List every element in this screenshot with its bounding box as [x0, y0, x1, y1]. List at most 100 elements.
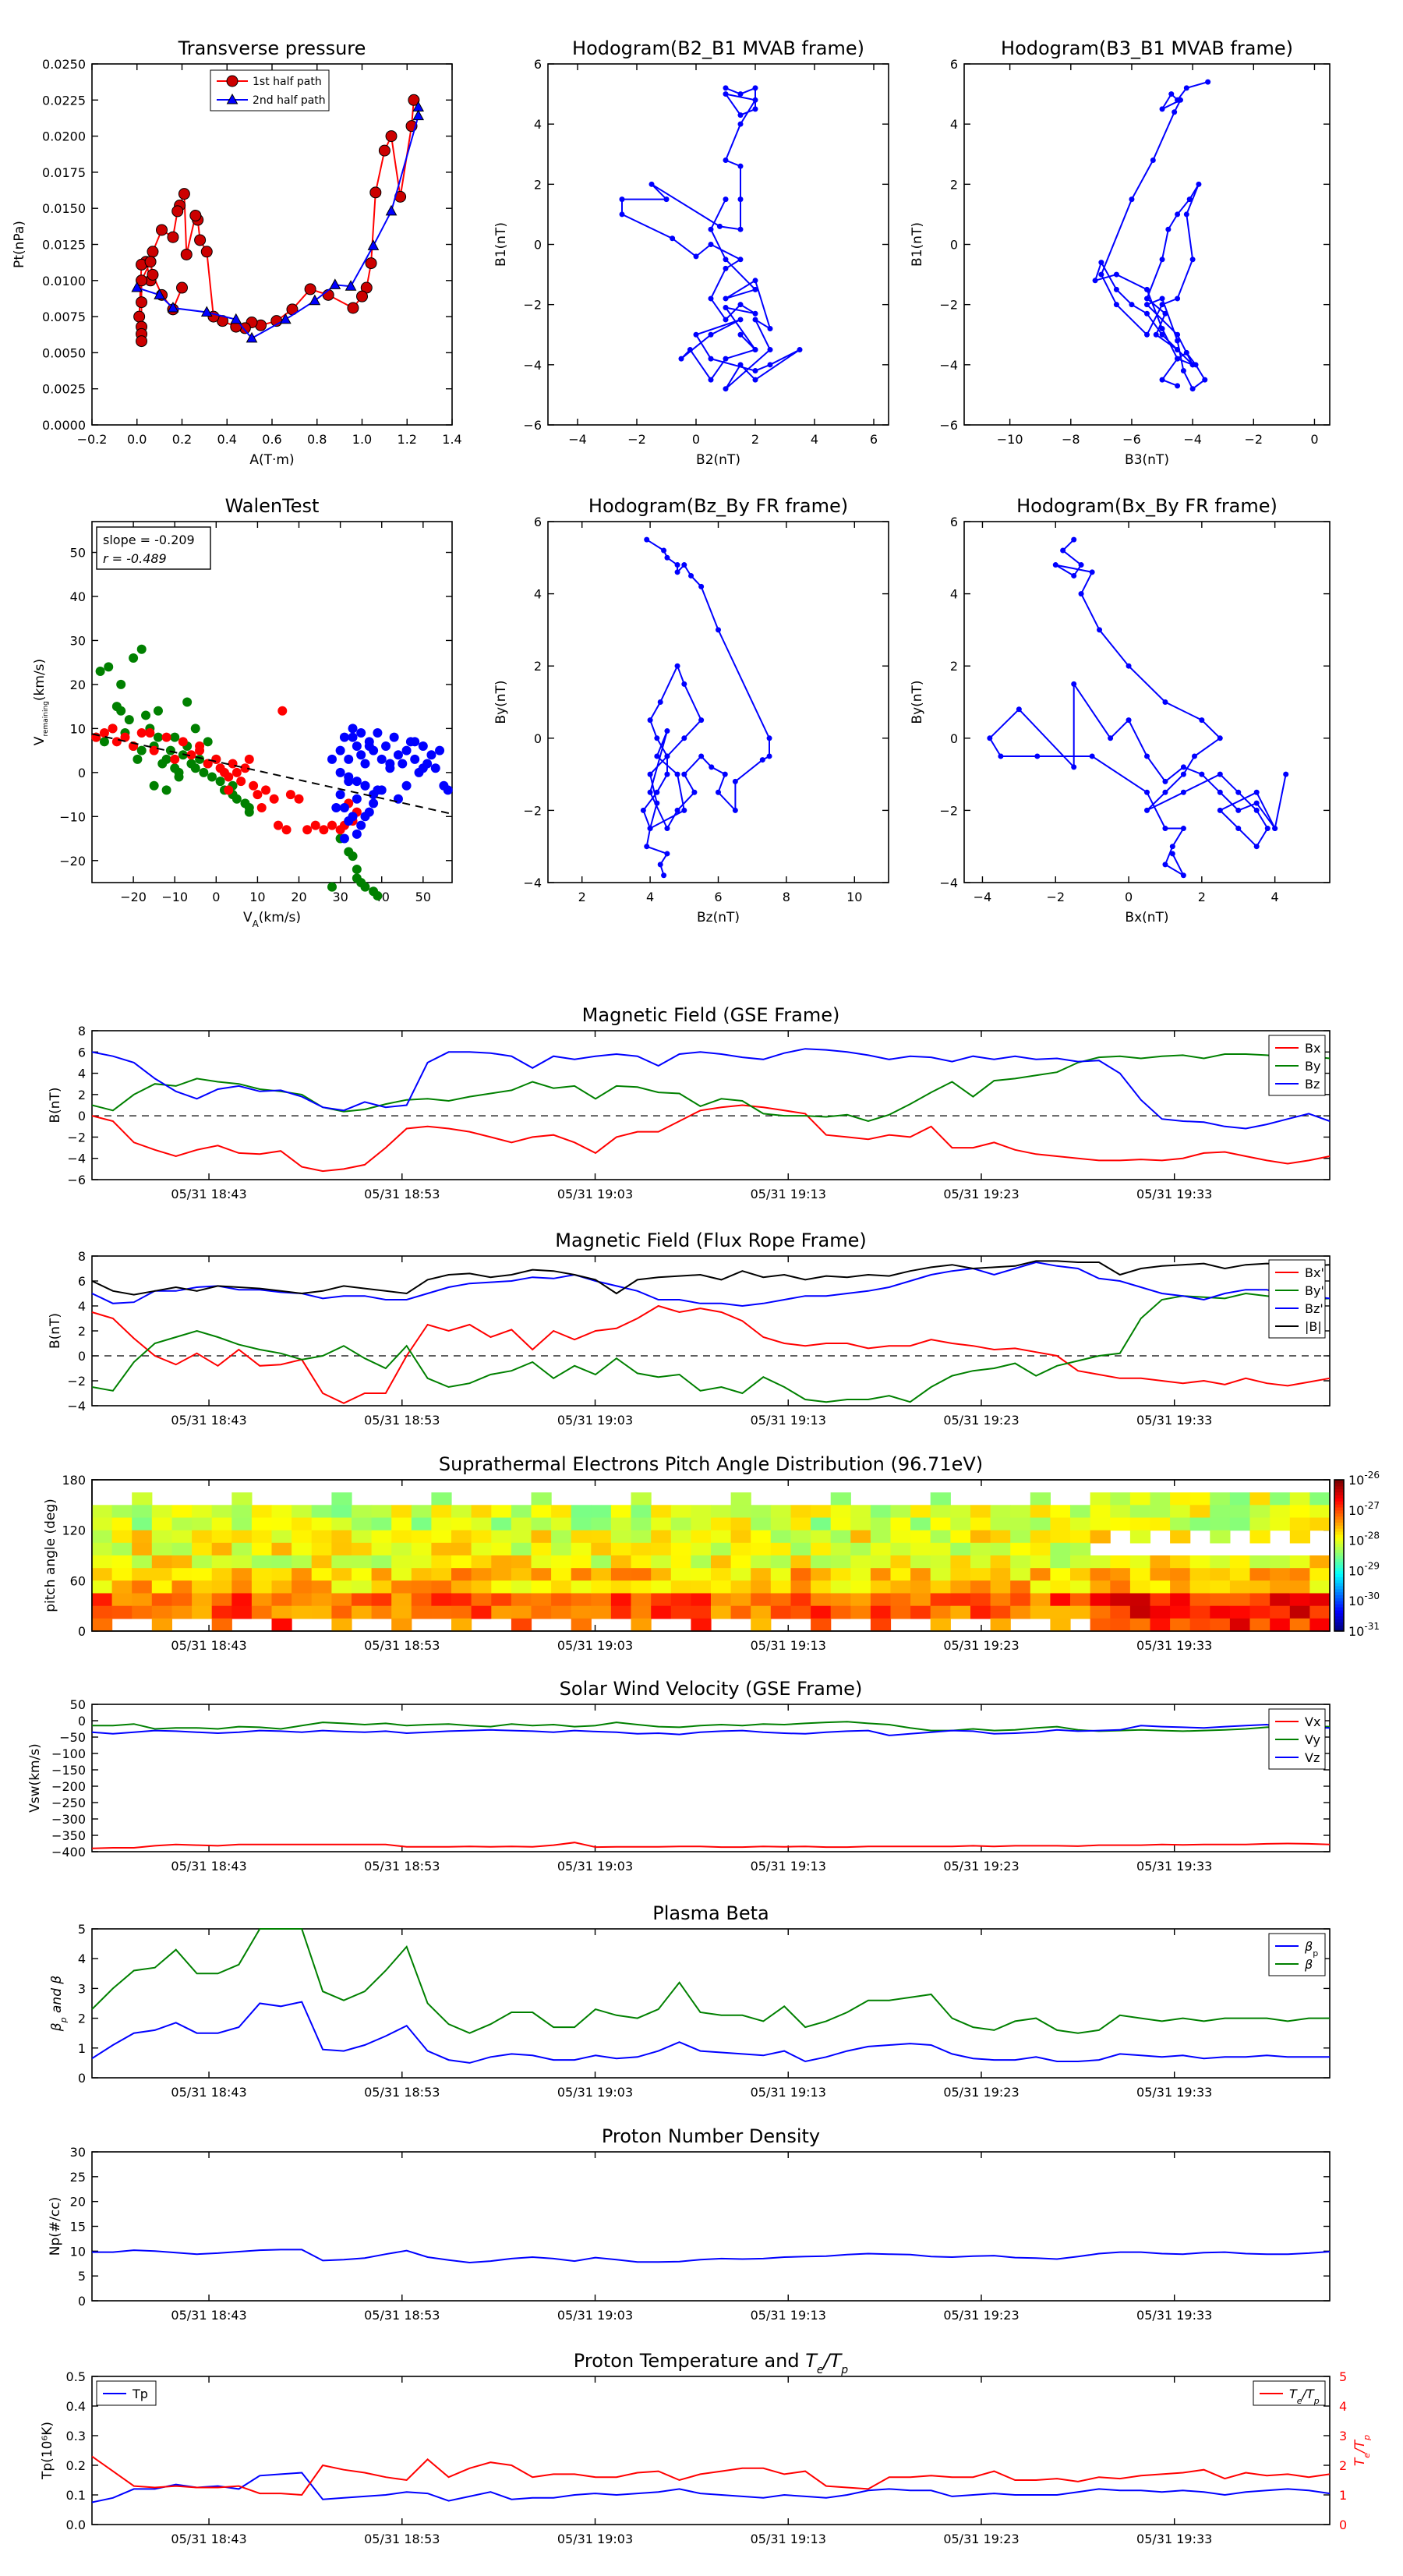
pad-cell	[331, 1530, 352, 1544]
hodogram-bz-by-point	[698, 583, 705, 589]
pad-cell	[1249, 1580, 1270, 1594]
pad-cell	[790, 1568, 811, 1581]
pad-cell	[870, 1618, 892, 1632]
hodogram-bz-by-point	[688, 572, 694, 579]
pad-cell	[751, 1555, 772, 1569]
hodogram-bz-by-point	[654, 735, 660, 741]
mag-fr-series	[91, 1292, 1331, 1403]
colorbar-segment	[1334, 1525, 1344, 1529]
pad-cell	[610, 1580, 632, 1594]
vsw-panel-frame	[91, 1704, 1331, 1852]
colorbar-segment	[1334, 1491, 1344, 1495]
pad-cell	[770, 1555, 791, 1569]
pad-cell	[511, 1618, 532, 1632]
pad-cell	[531, 1593, 552, 1607]
pad-cell	[870, 1605, 892, 1619]
pad-cell	[1010, 1555, 1031, 1569]
pad-cell	[730, 1580, 751, 1594]
walen-point-green	[133, 754, 143, 764]
pad-cell	[751, 1618, 772, 1632]
pad-cell	[610, 1605, 632, 1619]
pad-cell	[431, 1593, 452, 1607]
beta-legend-label: βp	[1304, 1939, 1318, 1959]
pad-cell	[970, 1580, 991, 1594]
hodogram-bz-by-point	[722, 771, 728, 777]
beta-panel-time-tick-label: 05/31 19:13	[751, 2085, 826, 2100]
pad-cell	[1110, 1605, 1131, 1619]
pressure-second-half-marker	[329, 278, 341, 289]
pad-cell	[411, 1542, 432, 1556]
pad-cell	[1129, 1555, 1151, 1569]
pad-cell	[1090, 1605, 1111, 1619]
pad-cell	[990, 1517, 1011, 1531]
colorbar-segment	[1334, 1604, 1344, 1608]
hodogram-bx-by-point	[1272, 826, 1278, 832]
pad-cell	[1129, 1517, 1151, 1531]
colorbar-segment	[1334, 1585, 1344, 1590]
pressure-first-half-marker	[144, 256, 157, 268]
walen-point-blue	[348, 724, 358, 734]
pad-cell	[631, 1505, 652, 1519]
pad-cell	[231, 1505, 253, 1519]
beta-panel-frame	[91, 1928, 1331, 2079]
pad-cell	[151, 1555, 172, 1569]
pad-cell	[1289, 1505, 1310, 1519]
walen-point-green	[136, 644, 147, 654]
colorbar-segment	[1334, 1482, 1344, 1487]
pad-cell	[1189, 1568, 1210, 1581]
pad-cell	[691, 1505, 712, 1519]
pad-cell	[850, 1542, 871, 1556]
pad-cell	[591, 1593, 612, 1607]
pressure-legend: 1st half path 2nd half path	[210, 69, 330, 111]
hodogram-bx-by-y-tick-label: 6	[950, 515, 958, 529]
pad-cell	[1030, 1555, 1051, 1569]
hodogram-b2-b1-y-tick-label: −2	[523, 298, 542, 313]
pressure-first-half-marker	[408, 94, 420, 106]
pressure-x-tick-label: −0.2	[77, 432, 108, 447]
pad-cell	[431, 1492, 452, 1506]
walen-point-blue	[393, 750, 403, 760]
density-panel-y-tick-label: 0	[78, 2294, 86, 2309]
pad-cell	[890, 1580, 911, 1594]
pad-cell	[1090, 1530, 1111, 1544]
hodogram-b2-b1-point	[752, 317, 758, 323]
hodogram-b2-b1-x-tick-label: 6	[870, 432, 878, 447]
pad-cell	[591, 1505, 612, 1519]
pressure-first-half-marker	[136, 274, 148, 287]
hodogram-bz-by-point	[647, 789, 653, 795]
hodogram-bx-by-y-tick-label: 0	[950, 731, 958, 746]
pad-cell	[811, 1542, 832, 1556]
pad-cell	[1249, 1593, 1270, 1607]
colorbar-segment	[1334, 1543, 1344, 1547]
hodogram-b2-b1-point	[619, 196, 625, 203]
pad-cell	[910, 1530, 931, 1544]
walen-point-red	[285, 790, 295, 800]
colorbar-segment	[1334, 1601, 1344, 1605]
hodogram-b2-b1-point	[723, 91, 729, 97]
hodogram-bx-by-point	[1217, 789, 1223, 795]
pad-cell	[1229, 1593, 1251, 1607]
colorbar-segment	[1334, 1573, 1344, 1577]
pad-cell	[391, 1530, 412, 1544]
pad-cell	[790, 1542, 811, 1556]
hodogram-bx-by-point	[1144, 789, 1150, 795]
mag-gse-panel-time-tick-label: 05/31 19:13	[751, 1187, 826, 1201]
pad-cell	[751, 1517, 772, 1531]
pad-cell	[711, 1568, 732, 1581]
pad-cell	[352, 1517, 373, 1531]
hodogram-bx-by-point	[1089, 569, 1095, 575]
mag-fr-panel-y-tick-label: 0	[78, 1349, 86, 1364]
pad-cell	[251, 1542, 273, 1556]
pad-cell	[890, 1555, 911, 1569]
pad-cell	[990, 1530, 1011, 1544]
pad-cell	[691, 1618, 712, 1632]
temp-y-tick-label: 0.3	[66, 2429, 86, 2443]
temp-series-te-tp	[91, 2455, 1331, 2496]
hodogram-bz-by-point	[661, 872, 667, 879]
pad-cell	[1150, 1492, 1171, 1506]
hodogram-b3-b1-point	[1144, 295, 1150, 302]
hodogram-bx-by-point	[1283, 771, 1289, 777]
pad-cell	[670, 1568, 691, 1581]
walen-r-text: r = -0.489	[103, 551, 167, 566]
hodogram-bz-by-point	[657, 699, 663, 705]
